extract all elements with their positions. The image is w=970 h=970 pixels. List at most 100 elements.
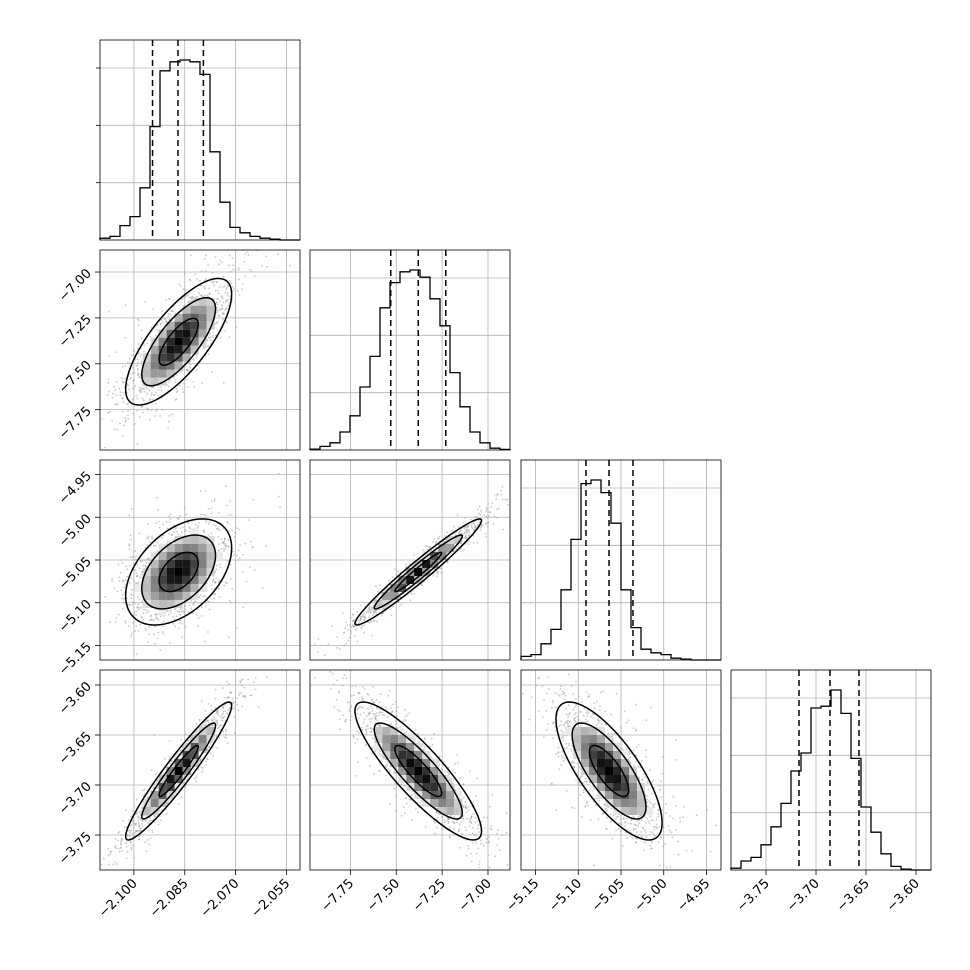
scatter-point: [223, 550, 225, 553]
scatter-point: [116, 428, 119, 431]
scatter-point: [195, 780, 198, 783]
scatter-point: [467, 528, 470, 531]
scatter-point: [141, 789, 144, 792]
scatter-point: [141, 560, 144, 562]
scatter-point: [234, 531, 237, 534]
scatter-point: [231, 708, 234, 710]
scatter-point: [211, 724, 214, 727]
scatter-point: [120, 589, 123, 592]
scatter-point: [202, 724, 205, 726]
scatter-point: [139, 830, 141, 832]
scatter-point: [129, 378, 132, 381]
scatter-point: [188, 526, 191, 529]
scatter-point: [354, 628, 357, 631]
histogram-step: [99, 59, 300, 241]
density-cell: [206, 535, 215, 544]
scatter-point: [174, 381, 177, 384]
density-cell: [166, 345, 175, 354]
scatter-point: [172, 524, 175, 526]
contour-line: [124, 518, 233, 626]
scatter-point: [484, 522, 487, 525]
scatter-point: [128, 362, 131, 365]
scatter-point: [236, 554, 238, 557]
scatter-point: [264, 166, 266, 168]
scatter-point: [130, 354, 133, 357]
scatter-point: [477, 512, 480, 515]
scatter-point: [241, 705, 244, 708]
scatter-point: [130, 829, 133, 831]
scatter-point: [487, 525, 489, 528]
density-cell: [158, 575, 167, 584]
density-cell: [190, 329, 199, 338]
scatter-point: [130, 815, 132, 818]
density-cell: [158, 353, 167, 362]
scatter-point: [195, 614, 198, 617]
scatter-point: [179, 527, 182, 530]
scatter-point: [214, 707, 217, 709]
density-cell: [182, 535, 191, 544]
scatter-point: [456, 514, 459, 516]
scatter-point: [148, 843, 150, 846]
scatter-point: [211, 280, 213, 283]
scatter-point: [176, 610, 179, 613]
scatter-point: [125, 857, 128, 860]
scatter-point: [250, 270, 253, 273]
scatter-point: [424, 826, 427, 829]
scatter-point: [198, 292, 200, 295]
scatter-point: [433, 732, 436, 735]
scatter-point: [501, 834, 504, 837]
scatter-point: [226, 559, 229, 562]
scatter-point: [365, 756, 368, 759]
scatter-point: [245, 580, 248, 583]
scatter-point: [186, 518, 189, 521]
scatter-point: [216, 747, 219, 749]
scatter-point: [154, 415, 156, 418]
scatter-point: [156, 324, 159, 327]
scatter-point: [222, 706, 225, 708]
scatter-point: [251, 546, 254, 549]
scatter-point: [134, 558, 137, 561]
scatter-point: [397, 593, 400, 595]
scatter-point: [501, 498, 504, 501]
scatter-point: [238, 694, 240, 697]
scatter-point: [179, 622, 181, 624]
density-cell: [182, 543, 191, 552]
scatter-point: [146, 387, 148, 390]
scatter-point: [113, 428, 116, 430]
scatter-point: [216, 297, 218, 300]
scatter-point: [131, 594, 133, 597]
scatter-point: [133, 856, 136, 859]
scatter-point: [307, 686, 309, 688]
scatter-point: [149, 541, 151, 543]
scatter-point: [214, 525, 217, 527]
scatter-point: [159, 323, 162, 325]
scatter-point: [149, 816, 152, 819]
scatter-point: [124, 621, 127, 624]
scatter-point: [475, 852, 478, 855]
scatter-point: [123, 424, 126, 427]
scatter-point: [181, 636, 183, 639]
scatter-point: [175, 373, 178, 376]
scatter-point: [371, 608, 373, 611]
scatter-point: [110, 851, 113, 854]
scatter-point: [216, 303, 219, 306]
scatter-point: [124, 365, 127, 367]
scatter-point: [200, 270, 203, 273]
scatter-point: [213, 597, 216, 600]
density-cell: [190, 551, 199, 560]
density-cell: [190, 535, 199, 544]
contour-line: [141, 296, 217, 387]
scatter-point: [446, 561, 449, 564]
scatter-point: [241, 678, 244, 681]
scatter-point: [173, 608, 176, 611]
scatter-point: [161, 808, 163, 811]
scatter-point: [200, 513, 202, 516]
scatter-point: [92, 886, 94, 888]
scatter-point: [338, 648, 341, 651]
scatter-point: [147, 822, 150, 824]
scatter-point: [208, 336, 210, 339]
scatter-point: [410, 819, 413, 821]
density-cell: [182, 353, 191, 362]
scatter-point: [119, 391, 122, 394]
scatter-point: [236, 527, 239, 529]
